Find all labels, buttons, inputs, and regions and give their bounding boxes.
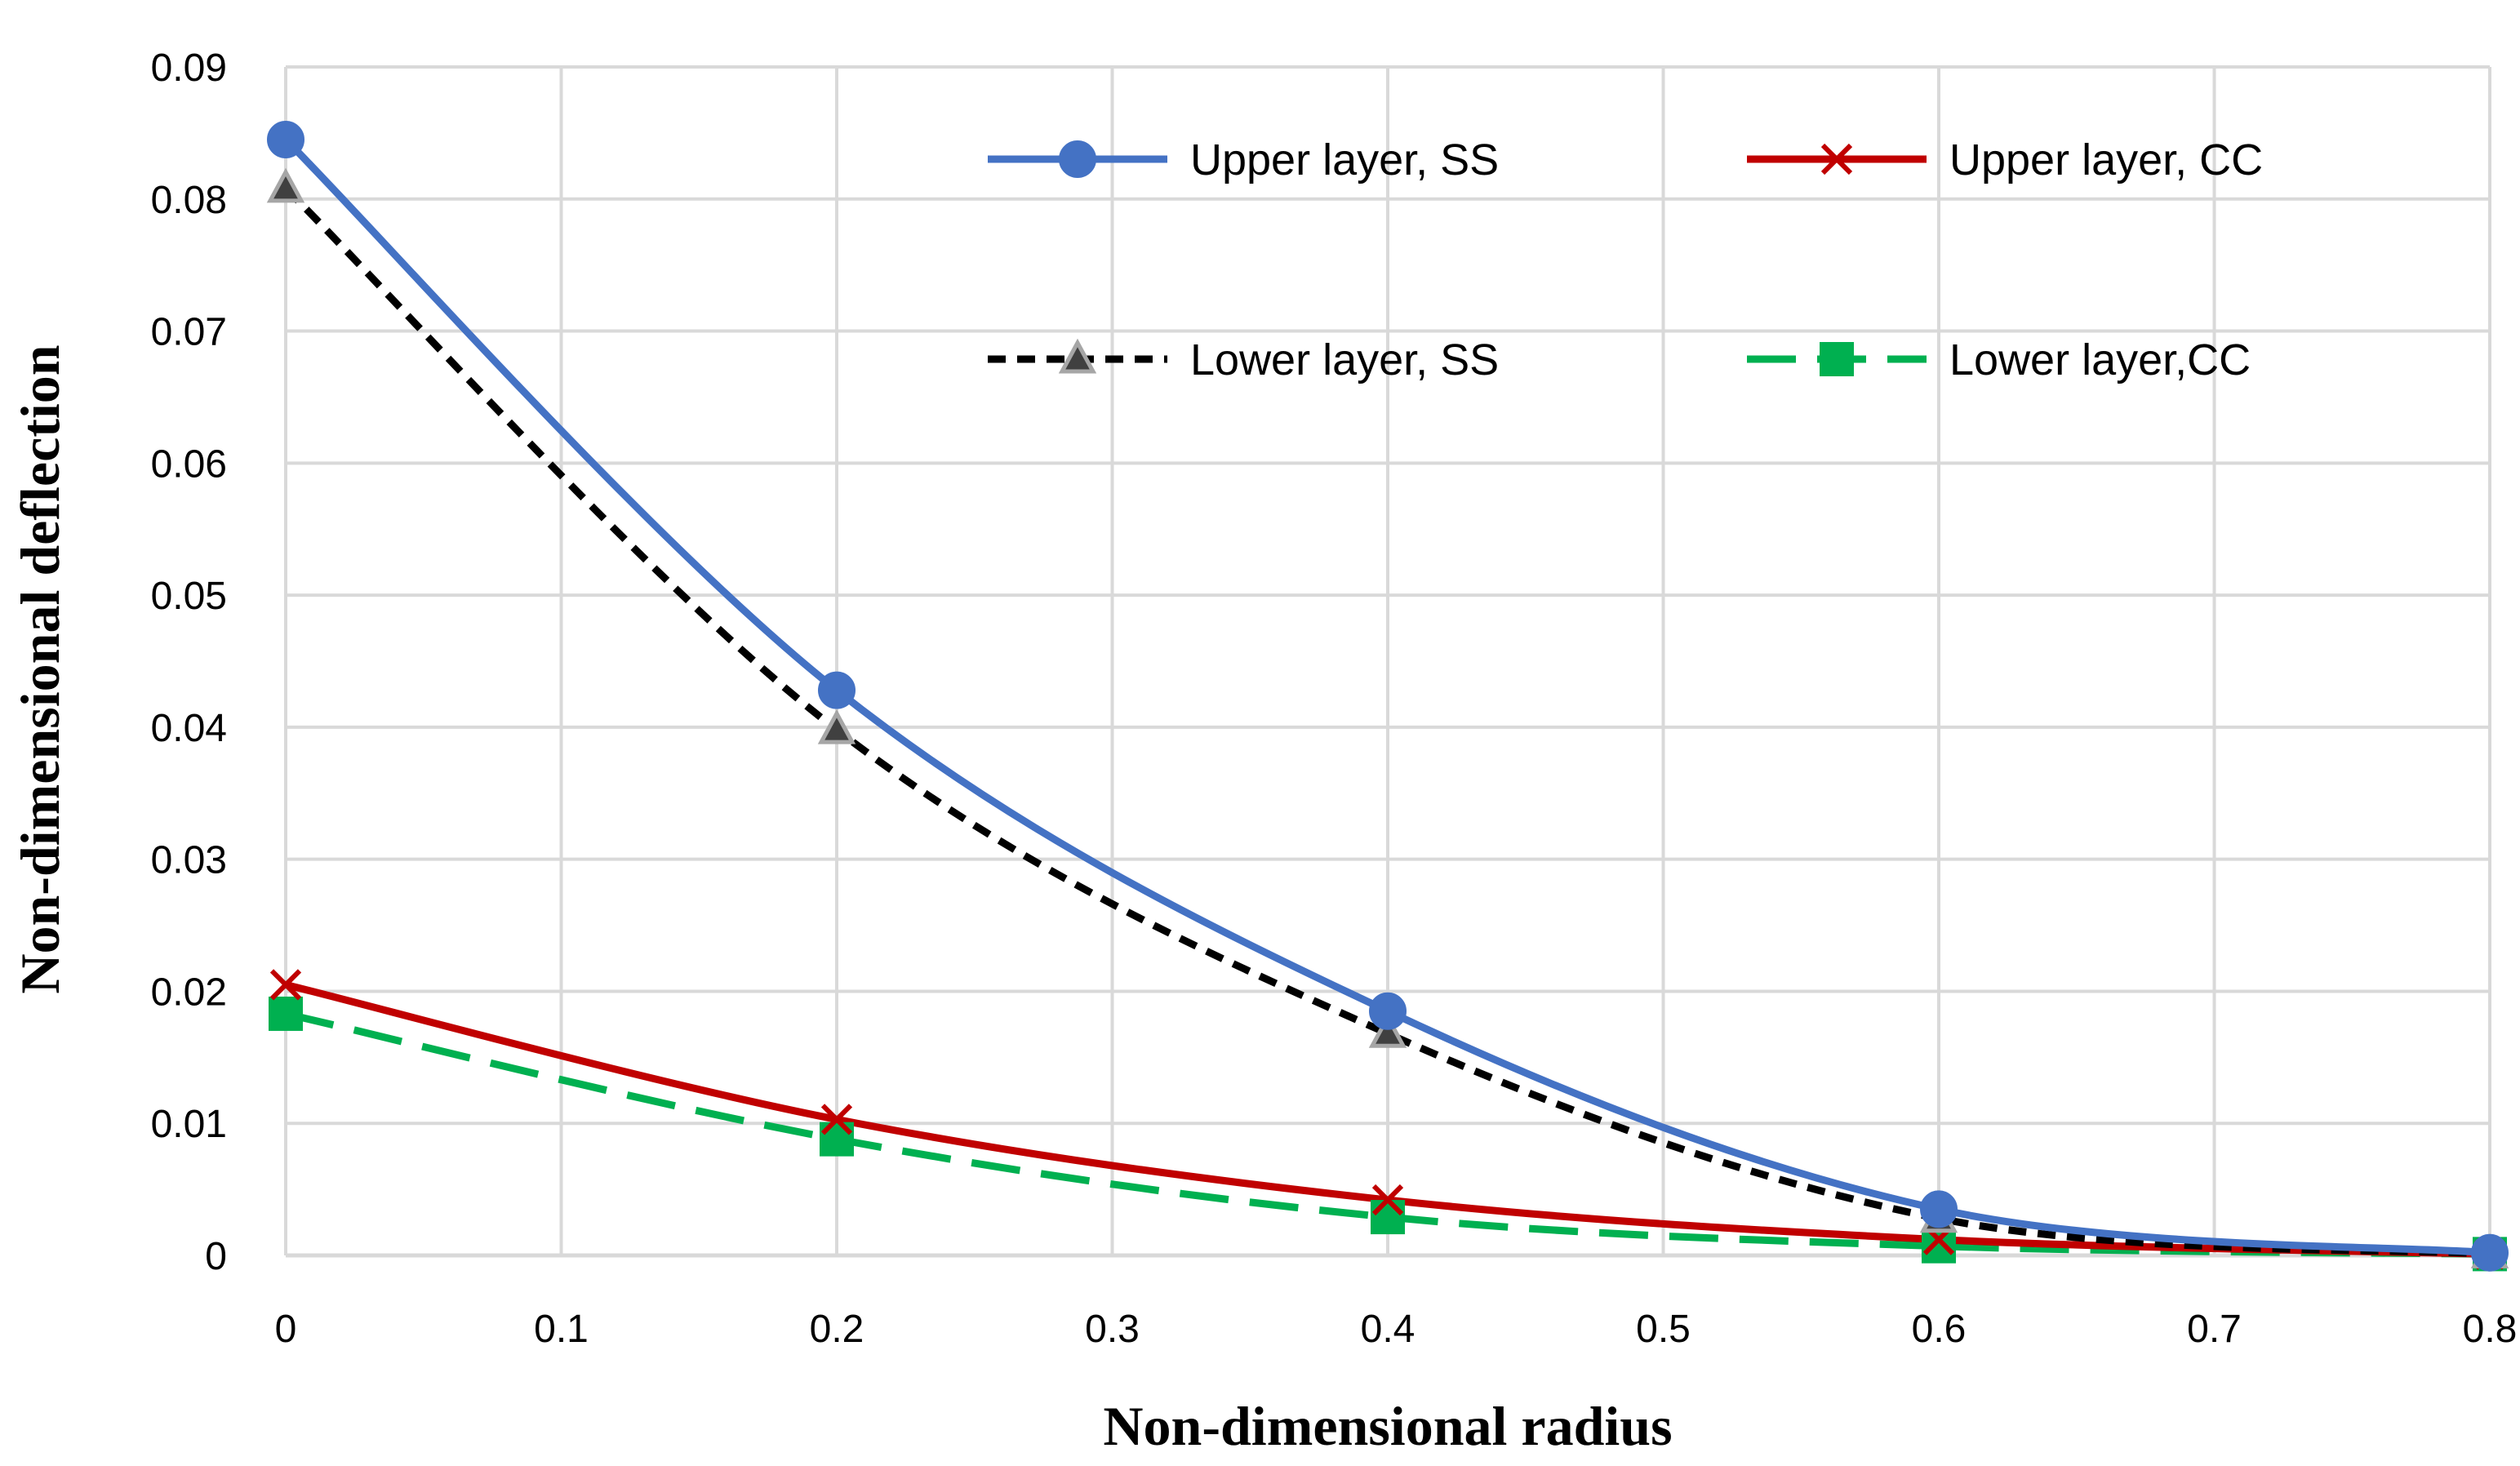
legend: Upper layer, SS Upper layer, CC Lower laye… — [988, 135, 2263, 384]
data-point — [2471, 1233, 2509, 1272]
data-point — [1369, 992, 1407, 1030]
y-tick-label: 0.01 — [151, 1103, 227, 1146]
legend-swatch-marker — [1820, 143, 1853, 175]
x-tick-label: 0.7 — [2187, 1308, 2242, 1351]
legend-label: Lower layer, SS — [1190, 335, 1499, 384]
series-line — [282, 185, 2491, 1258]
data-point — [269, 969, 302, 1001]
legend-swatch-marker — [1059, 140, 1096, 178]
x-tick-label: 0.8 — [2463, 1308, 2518, 1351]
x-tick-label: 0.3 — [1085, 1308, 1140, 1351]
x-axis-tick-labels: 0 0.1 0.2 0.3 0.4 0.5 0.6 0.7 0.8 — [275, 1308, 2518, 1351]
data-point — [1922, 1228, 1956, 1264]
data-point — [1920, 1190, 1958, 1228]
legend-label: Lower layer,CC — [1949, 335, 2251, 384]
legend-swatch-marker — [1820, 342, 1854, 376]
legend-entry: Lower layer, SS — [988, 335, 1499, 384]
data-point — [269, 996, 303, 1031]
data-point — [818, 671, 856, 709]
data-point — [817, 709, 856, 744]
y-tick-label: 0.02 — [151, 971, 227, 1014]
x-tick-label: 0.5 — [1636, 1308, 1691, 1351]
legend-entry: Upper layer, CC — [1747, 135, 2263, 184]
data-point — [267, 120, 304, 158]
data-markers — [266, 120, 2509, 1272]
y-tick-label: 0.03 — [151, 839, 227, 882]
x-tick-label: 0.6 — [1912, 1308, 1967, 1351]
gridlines — [284, 65, 2491, 1258]
x-tick-label: 0 — [275, 1308, 297, 1351]
x-tick-label: 0.2 — [810, 1308, 864, 1351]
series-line — [282, 136, 2491, 1257]
x-marker-stroke — [1820, 143, 1853, 175]
y-tick-label: 0.07 — [151, 311, 227, 354]
data-point — [820, 1104, 853, 1135]
y-tick-label: 0.08 — [151, 179, 227, 222]
y-axis-title: Non-dimensional deflection — [9, 344, 71, 993]
series-line — [285, 1010, 2491, 1258]
data-point — [1368, 1012, 1407, 1048]
y-tick-label: 0.09 — [151, 47, 227, 90]
y-tick-label: 0.06 — [151, 442, 227, 486]
x-tick-label: 0.4 — [1361, 1308, 1416, 1351]
x-axis-title: Non-dimensional radius — [1103, 1395, 1672, 1457]
data-point — [1371, 1184, 1404, 1216]
y-tick-label: 0.05 — [151, 575, 227, 618]
y-tick-label: 0 — [205, 1235, 227, 1278]
y-tick-label: 0.04 — [151, 707, 227, 750]
legend-label: Upper layer, CC — [1949, 135, 2263, 184]
y-axis-tick-labels: 0 0.01 0.02 0.03 0.04 0.05 0.06 0.07 0.08 0.09 — [151, 47, 227, 1278]
x-marker-stroke — [820, 1104, 853, 1135]
legend-swatch-marker — [1058, 338, 1097, 374]
x-marker-stroke — [269, 969, 302, 1001]
x-marker-stroke — [1371, 1184, 1404, 1216]
data-point — [266, 167, 305, 203]
data-point — [1371, 1200, 1405, 1235]
x-tick-label: 0.1 — [534, 1308, 589, 1351]
legend-entry: Upper layer, SS — [988, 135, 1499, 184]
legend-label: Upper layer, SS — [1190, 135, 1499, 184]
legend-entry: Lower layer,CC — [1747, 335, 2251, 384]
